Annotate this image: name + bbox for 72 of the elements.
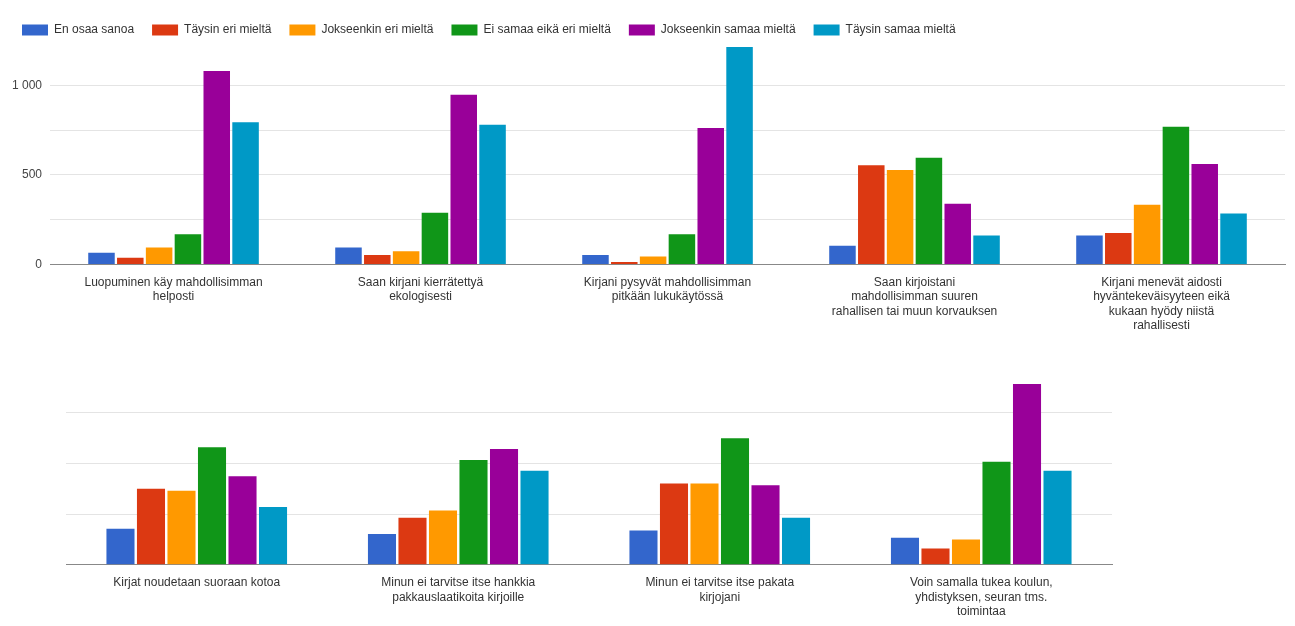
bar [197,447,227,565]
bar [421,212,449,264]
bar [228,476,257,565]
bar [697,127,724,264]
bar [858,165,885,264]
bar [392,251,420,264]
legend-label: En osaa sanoa [54,22,135,37]
legend-label: Täysin eri mieltä [184,22,272,37]
bar [117,257,144,264]
bar [1105,233,1132,264]
bar [1133,204,1161,264]
bar [659,483,689,565]
bar [720,438,750,565]
bar [1191,163,1218,264]
bar [258,506,288,565]
bar [1220,213,1247,264]
bar [450,94,477,264]
x-tick-label: Kirjani menevät aidosti hyväntekeväisyyteen eikä kukaan hyödy niistä rahallisesti [1093,274,1231,333]
bar [668,234,696,264]
legend-label: Ei samaa eikä eri mieltä [483,22,612,37]
bar [459,459,488,565]
y-tick-label: 500 [22,167,43,182]
bar [690,483,719,565]
x-tick-label: Kirjat noudetaan suoraan kotoa [113,575,281,590]
bar [921,548,950,565]
bar [106,528,135,565]
bar [1043,470,1072,565]
x-tick-label: Voin samalla tukea koulun, yhdistyksen, seuran tms. toimintaa [909,575,1053,619]
bar [167,490,196,565]
bar [174,234,202,264]
x-tick-label: Kirjani pysyvät mahdollisimman pitkään lukukäytössä [583,274,752,304]
legend-label: Täysin samaa mieltä [845,22,956,37]
bar [367,534,397,565]
bar [944,203,971,264]
x-tick-label: Saan kirjoistani mahdollisimman suuren rahallisen tai muun korvauksen [831,274,998,318]
y-tick-label: 0 [35,256,43,271]
bar [611,261,638,264]
x-tick-label: Minun ei tarvitse itse hankkia pakkauslaatikoita kirjoille [381,575,536,604]
bar [520,470,549,565]
bar [781,517,811,565]
bar [232,122,259,264]
bar [915,157,943,264]
bar [886,170,914,264]
bar [428,510,458,565]
bar [203,70,231,264]
bar [726,46,753,264]
x-tick-label: Minun ei tarvitse itse pakata kirjojani [645,575,795,604]
bar [751,485,780,565]
legend-label: Jokseenkin eri mieltä [321,22,434,37]
bar [364,254,391,264]
bar [582,254,609,264]
bar [1012,384,1042,565]
bar [335,247,362,264]
bar [145,247,173,264]
legend-label: Jokseenkin samaa mieltä [660,22,796,37]
bar [136,488,166,565]
bar [829,245,856,264]
x-tick-label: Saan kirjani kierrätettyä ekologisesti [357,274,484,304]
bar [890,537,920,565]
bar [398,517,427,565]
bar [629,530,658,565]
bar [951,539,981,565]
x-tick-label: Luopuminen käy mahdollisimman helposti [84,274,263,304]
bar [1076,235,1103,264]
bar [639,256,667,264]
bar [489,449,519,565]
bar [982,461,1011,565]
bar [479,124,506,264]
bar [88,252,115,264]
bar [1162,126,1190,264]
y-tick-label: 1 000 [12,77,43,92]
bar [973,235,1000,264]
